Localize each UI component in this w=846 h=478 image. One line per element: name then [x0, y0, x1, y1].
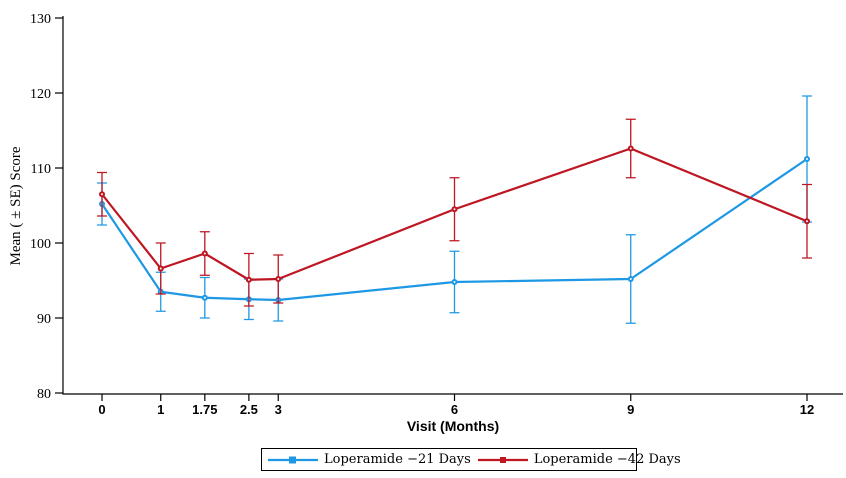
- data-point-center: [453, 208, 456, 211]
- data-point-center: [203, 296, 206, 299]
- x-tick-label: 1.75: [192, 402, 217, 417]
- x-tick-label: 2.5: [240, 402, 258, 417]
- y-tick-label: 120: [30, 87, 51, 102]
- legend-item-loperamide-42: Loperamide −42 Days: [477, 452, 681, 467]
- y-tick-label: 130: [30, 12, 51, 27]
- series-line: [101, 147, 808, 281]
- legend-item-loperamide-21: Loperamide −21 Days: [267, 452, 471, 467]
- data-point-center: [806, 220, 808, 223]
- data-point-center: [101, 193, 103, 196]
- x-tick-label: 1: [157, 402, 164, 417]
- y-tick-label: 100: [30, 237, 51, 252]
- data-point-center: [159, 267, 162, 270]
- data-point-center: [277, 278, 280, 280]
- legend-label: Loperamide −42 Days: [533, 452, 681, 467]
- data-point-center: [203, 252, 206, 255]
- x-tick-label: 9: [627, 402, 634, 417]
- legend-line-sample-blue: [268, 456, 318, 463]
- x-tick-label: 0: [98, 402, 105, 417]
- series-1: [97, 118, 812, 307]
- data-point-center: [247, 278, 250, 281]
- x-tick-label: 3: [275, 402, 282, 417]
- y-tick-label: 90: [37, 312, 51, 327]
- data-point-center: [629, 147, 632, 150]
- y-axis-title: Mean ( ± SE) Score: [8, 146, 24, 265]
- data-point-center: [453, 281, 456, 283]
- y-tick-label: 110: [31, 162, 51, 177]
- series-line: [101, 158, 808, 302]
- legend-label: Loperamide −21 Days: [324, 452, 471, 467]
- data-point-center: [806, 158, 808, 160]
- x-tick-label: 12: [800, 402, 814, 417]
- data-point-center: [629, 278, 632, 280]
- legend-line-sample-red: [477, 456, 528, 463]
- x-tick-label: 6: [451, 402, 458, 417]
- x-axis-title: Visit (Months): [407, 418, 499, 434]
- legend: Loperamide −21 Days Loperamide −42 Days: [261, 448, 681, 471]
- y-tick-label: 80: [37, 387, 51, 402]
- axes: [62, 16, 843, 395]
